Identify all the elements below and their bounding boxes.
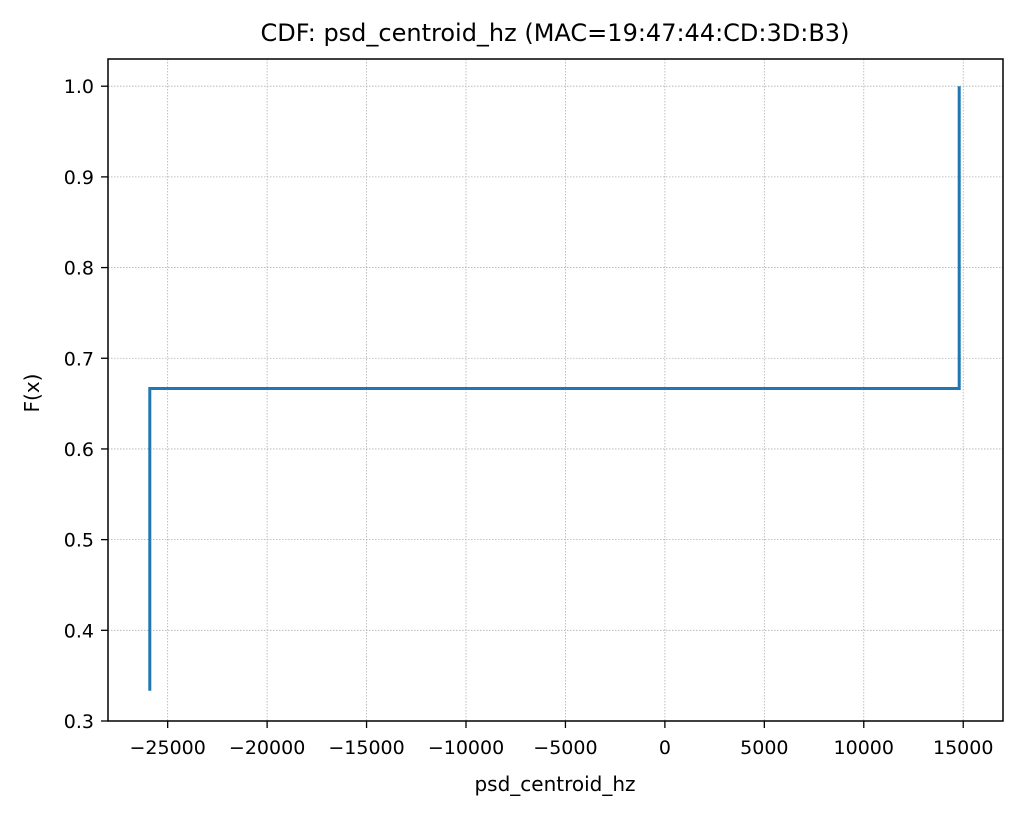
y-tick-label: 0.3 (64, 711, 94, 733)
y-axis-ticks: 0.3 0.4 0.5 0.6 0.7 0.8 0.9 1.0 (64, 76, 108, 733)
x-axis-label: psd_centroid_hz (474, 772, 635, 796)
x-tick-label: 5000 (740, 737, 788, 759)
plot-area-frame (107, 58, 1004, 722)
x-tick-label: −25000 (129, 737, 205, 759)
y-tick-label: 0.9 (64, 167, 94, 189)
data-series (148, 86, 961, 691)
cdf-step-line (148, 86, 961, 691)
x-tick-label: −20000 (229, 737, 305, 759)
x-tick-label: 10000 (834, 737, 894, 759)
y-tick-label: 0.6 (64, 439, 94, 461)
y-tick-label: 0.4 (64, 620, 94, 642)
x-tick-label: −5000 (533, 737, 597, 759)
y-tick-label: 1.0 (64, 76, 94, 98)
y-tick-label: 0.7 (64, 348, 94, 370)
x-tick-label: 0 (659, 737, 671, 759)
x-tick-label: −10000 (428, 737, 504, 759)
y-axis-label: F(x) (20, 374, 44, 413)
y-tick-label: 0.8 (64, 258, 94, 280)
chart-title: CDF: psd_centroid_hz (MAC=19:47:44:CD:3D… (261, 19, 850, 47)
x-tick-label: 15000 (933, 737, 993, 759)
x-axis-ticks: −25000 −20000 −15000 −10000 −5000 0 5000 10000 1… (129, 721, 993, 759)
y-tick-label: 0.5 (64, 530, 94, 552)
x-tick-label: −15000 (328, 737, 404, 759)
